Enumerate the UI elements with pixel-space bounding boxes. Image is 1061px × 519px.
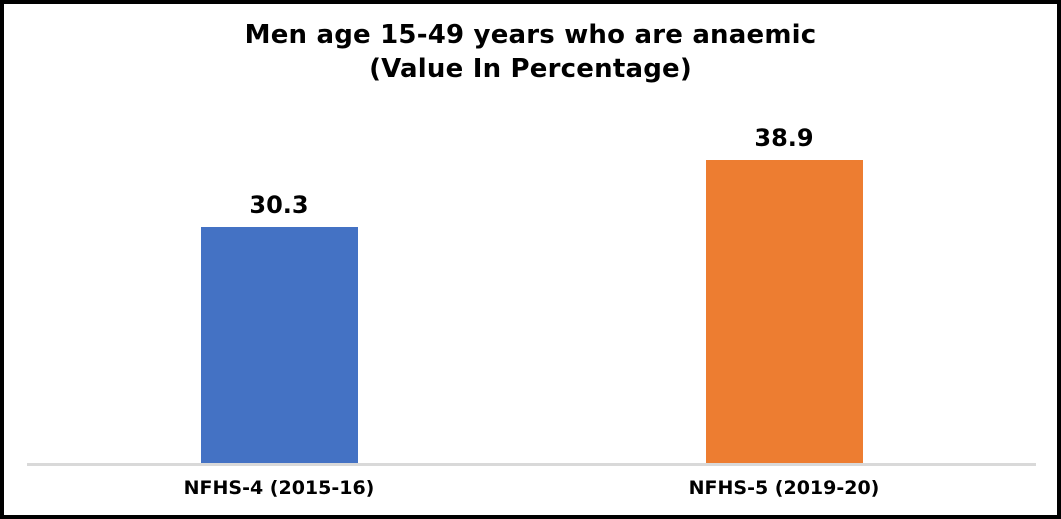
bar-nfhs5: [705, 160, 863, 463]
bar-nfhs4: [200, 227, 358, 463]
chart-title: Men age 15-49 years who are anaemic (Val…: [4, 18, 1057, 86]
bar-group-nfhs4: 30.3: [129, 191, 429, 463]
bar-group-nfhs5: 38.9: [634, 124, 934, 463]
data-label-nfhs5: 38.9: [754, 124, 814, 152]
data-label-nfhs4: 30.3: [249, 191, 309, 219]
x-axis-line: [27, 463, 1036, 466]
chart-title-line1: Men age 15-49 years who are anaemic: [244, 20, 817, 50]
chart-title-line2: (Value In Percentage): [369, 54, 692, 84]
x-axis-label-nfhs5: NFHS-5 (2019-20): [688, 477, 880, 499]
x-axis-label-nfhs4: NFHS-4 (2015-16): [183, 477, 375, 499]
